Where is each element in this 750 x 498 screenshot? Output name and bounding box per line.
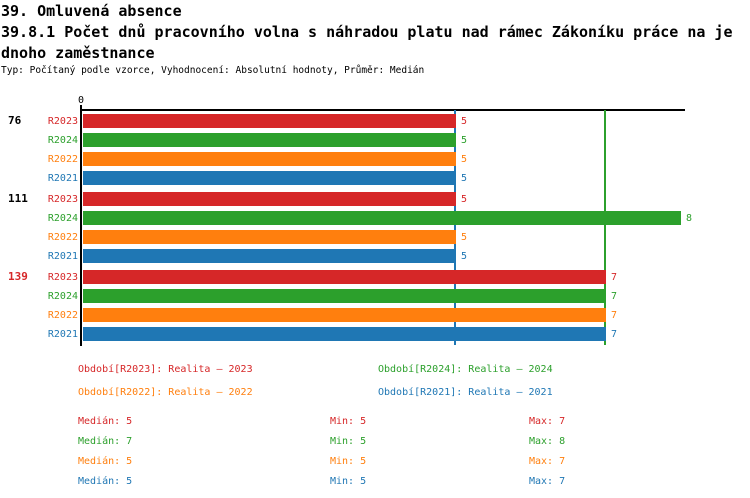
row-label-r2024: R2024 — [47, 135, 78, 146]
x-axis-origin-label: 0 — [77, 95, 85, 106]
row-label-r2024: R2024 — [47, 213, 78, 224]
bar-value-label: 5 — [461, 232, 468, 243]
bar-r2022 — [83, 308, 606, 322]
reference-line-median-r2021 — [454, 110, 456, 345]
bar-r2022 — [83, 152, 456, 166]
bar-value-label: 5 — [461, 251, 468, 262]
legend-item-r2022: Období[R2022]: Realita – 2022 — [78, 387, 253, 398]
y-axis-line — [80, 109, 82, 346]
legend-item-r2024: Období[R2024]: Realita – 2024 — [378, 364, 553, 375]
x-axis-tick — [80, 105, 82, 110]
report-section-title: 39. Omluvená absence — [1, 2, 182, 20]
row-label-r2023: R2023 — [47, 116, 78, 127]
bar-value-label: 5 — [461, 173, 468, 184]
indicator-meta: Typ: Počítaný podle vzorce, Vyhodnocení:… — [1, 65, 425, 76]
bar-r2021 — [83, 171, 456, 185]
indicator-title-line2: dnoho zaměstnance — [1, 44, 155, 62]
row-label-r2022: R2022 — [47, 232, 78, 243]
stat-median-r2022: Medián: 5 — [78, 456, 133, 467]
stat-max-r2021: Max: 7 — [529, 476, 566, 487]
bar-value-label: 5 — [461, 194, 468, 205]
row-label-r2021: R2021 — [47, 173, 78, 184]
bar-r2024 — [83, 133, 456, 147]
group-label: 111 — [8, 192, 28, 205]
bar-r2023 — [83, 192, 456, 206]
bar-value-label: 7 — [611, 272, 618, 283]
group-label: 139 — [8, 270, 28, 283]
stat-median-r2024: Medián: 7 — [78, 436, 133, 447]
reference-line-median-r2024 — [604, 110, 606, 345]
x-axis-line — [80, 109, 685, 111]
bar-value-label: 7 — [611, 310, 618, 321]
bar-value-label: 5 — [461, 154, 468, 165]
stat-min-r2023: Min: 5 — [330, 416, 367, 427]
bar-r2023 — [83, 270, 606, 284]
bar-r2021 — [83, 249, 456, 263]
legend-item-r2023: Období[R2023]: Realita – 2023 — [78, 364, 253, 375]
stat-median-r2023: Medián: 5 — [78, 416, 133, 427]
row-label-r2023: R2023 — [47, 272, 78, 283]
bar-value-label: 5 — [461, 116, 468, 127]
stat-max-r2023: Max: 7 — [529, 416, 566, 427]
bar-r2023 — [83, 114, 456, 128]
row-label-r2021: R2021 — [47, 329, 78, 340]
bar-r2024 — [83, 289, 606, 303]
bar-value-label: 7 — [611, 329, 618, 340]
stat-min-r2021: Min: 5 — [330, 476, 367, 487]
row-label-r2022: R2022 — [47, 310, 78, 321]
stat-max-r2022: Max: 7 — [529, 456, 566, 467]
bar-r2024 — [83, 211, 681, 225]
stat-min-r2022: Min: 5 — [330, 456, 367, 467]
stat-min-r2024: Min: 5 — [330, 436, 367, 447]
bar-value-label: 8 — [686, 213, 693, 224]
bar-value-label: 7 — [611, 291, 618, 302]
row-label-r2023: R2023 — [47, 194, 78, 205]
indicator-title-line1: 39.8.1 Počet dnů pracovního volna s náhr… — [1, 23, 733, 41]
bar-value-label: 5 — [461, 135, 468, 146]
bar-r2021 — [83, 327, 606, 341]
bar-r2022 — [83, 230, 456, 244]
stat-max-r2024: Max: 8 — [529, 436, 566, 447]
legend-item-r2021: Období[R2021]: Realita – 2021 — [378, 387, 553, 398]
row-label-r2022: R2022 — [47, 154, 78, 165]
row-label-r2021: R2021 — [47, 251, 78, 262]
group-label: 76 — [8, 114, 22, 127]
stat-median-r2021: Medián: 5 — [78, 476, 133, 487]
row-label-r2024: R2024 — [47, 291, 78, 302]
